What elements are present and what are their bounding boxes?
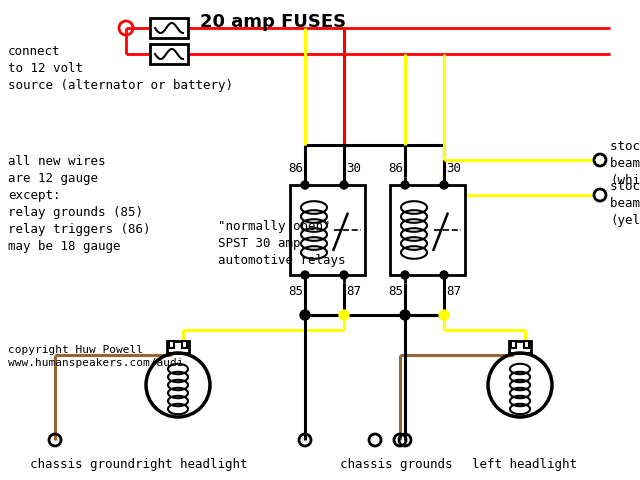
Bar	[290, 185, 365, 275]
Circle shape	[401, 181, 409, 189]
Bar	[169, 341, 174, 348]
Bar	[390, 185, 465, 275]
Circle shape	[401, 271, 409, 279]
Bar	[150, 18, 188, 38]
Text: 87: 87	[446, 285, 461, 298]
Circle shape	[301, 271, 309, 279]
Text: right headlight: right headlight	[135, 458, 248, 471]
Text: 86: 86	[388, 162, 403, 175]
Circle shape	[340, 181, 348, 189]
Bar	[182, 341, 187, 348]
Circle shape	[440, 181, 448, 189]
Bar	[167, 341, 189, 353]
Text: chassis grounds: chassis grounds	[340, 458, 452, 471]
Circle shape	[301, 181, 309, 189]
Text: all new wires
are 12 gauge
except:
relay grounds (85)
relay triggers (86)
may be: all new wires are 12 gauge except: relay…	[8, 155, 150, 253]
Text: "normally open"
SPST 30 amp
automotive relays: "normally open" SPST 30 amp automotive r…	[218, 220, 346, 267]
Circle shape	[400, 310, 410, 320]
Text: stock low
beam wire
(yellow): stock low beam wire (yellow)	[610, 180, 640, 227]
Circle shape	[439, 310, 449, 320]
Text: connect
to 12 volt
source (alternator or battery): connect to 12 volt source (alternator or…	[8, 45, 233, 92]
Bar	[524, 341, 529, 348]
Text: chassis ground: chassis ground	[30, 458, 135, 471]
Circle shape	[339, 310, 349, 320]
Text: stock high
beam wire
(white): stock high beam wire (white)	[610, 140, 640, 187]
Text: 87: 87	[346, 285, 361, 298]
Bar	[511, 341, 516, 348]
Bar	[509, 341, 531, 353]
Text: 86: 86	[288, 162, 303, 175]
Text: 20 amp FUSES: 20 amp FUSES	[200, 13, 346, 31]
Text: 30: 30	[446, 162, 461, 175]
Text: 85: 85	[388, 285, 403, 298]
Text: 85: 85	[288, 285, 303, 298]
Text: 30: 30	[346, 162, 361, 175]
Text: copyright Huw Powell
www.humanspeakers.com/audi: copyright Huw Powell www.humanspeakers.c…	[8, 345, 184, 368]
Circle shape	[300, 310, 310, 320]
Bar	[150, 44, 188, 64]
Text: left headlight: left headlight	[472, 458, 577, 471]
Circle shape	[440, 271, 448, 279]
Circle shape	[340, 271, 348, 279]
